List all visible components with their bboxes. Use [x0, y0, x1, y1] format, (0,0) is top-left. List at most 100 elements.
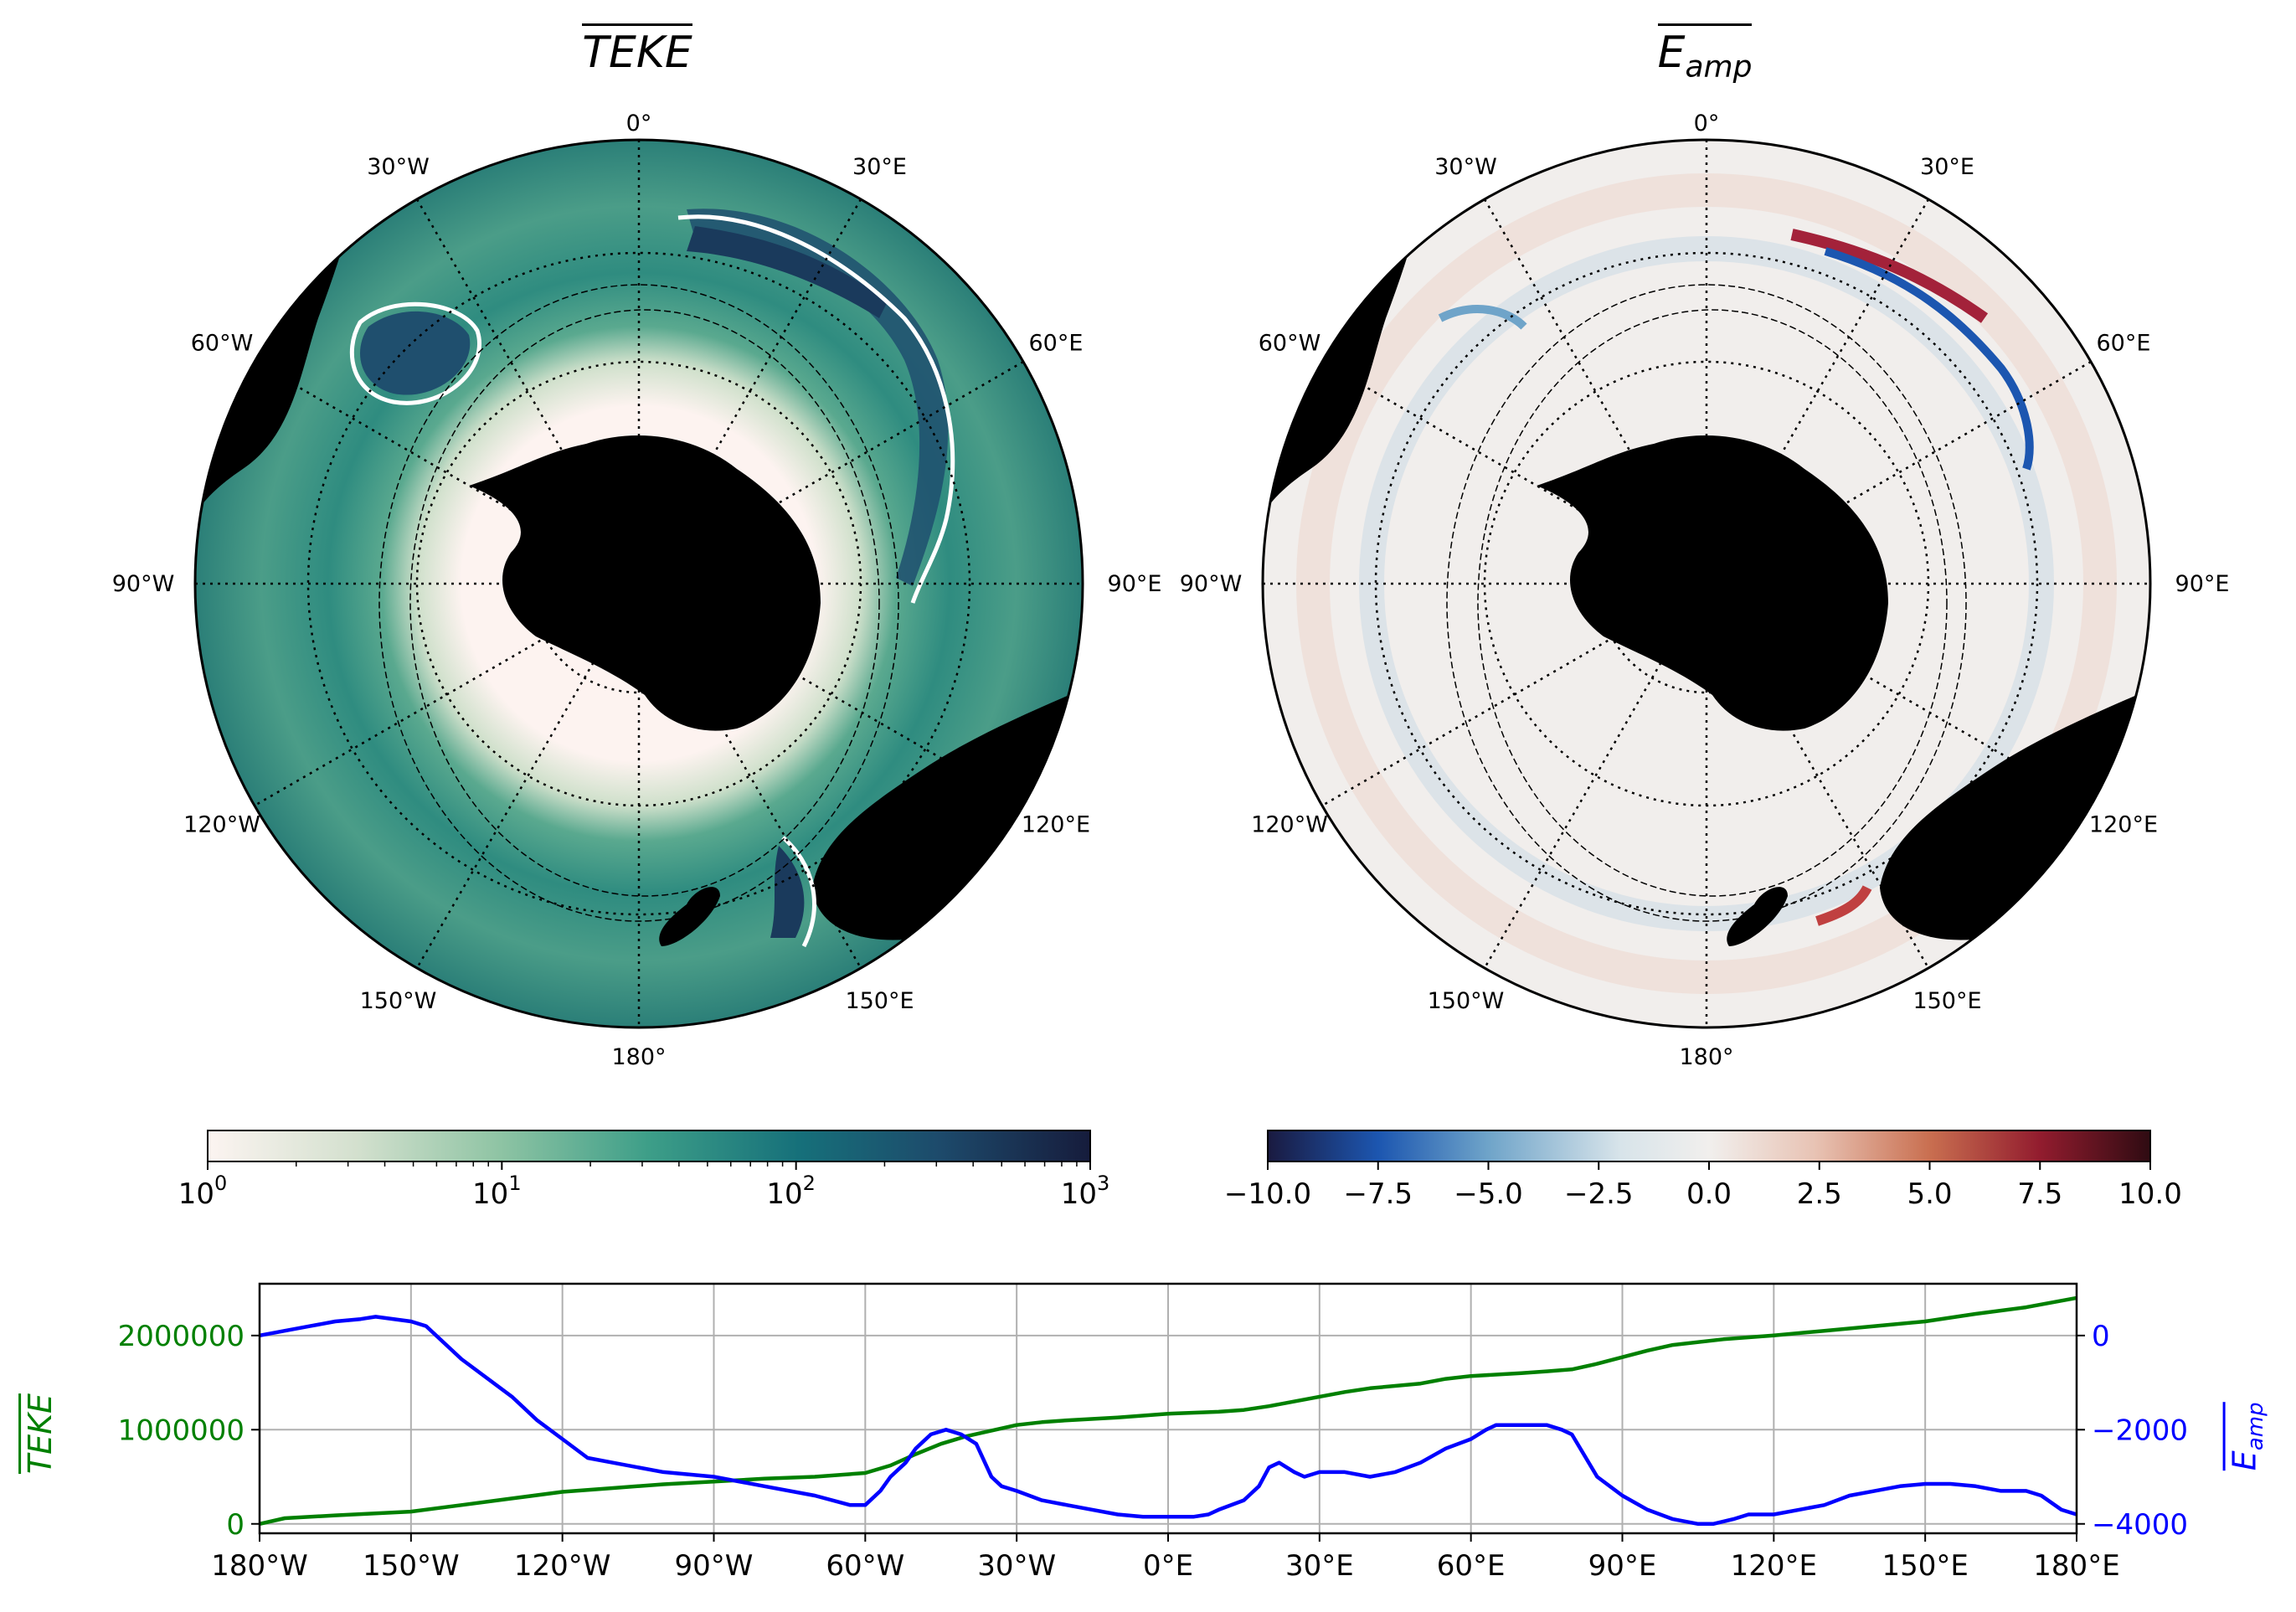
x-tick-label: 120°E — [1731, 1549, 1817, 1583]
eamp-series-line — [259, 1315, 2077, 1527]
line-chart-left-ticks: 0 1000000 2000000 — [118, 1320, 260, 1542]
eamp-map: 0° 30°E 60°E 90°E 120°E 150°E 180° 150°W 120°W 90… — [1180, 111, 2230, 1070]
right-y-tick-label: −2000 — [2092, 1414, 2188, 1447]
zonal-line-chart: 180°W 150°W 120°W 90°W 60°W 30°W 0°E 30°E 60°E 90… — [118, 1282, 2188, 1583]
x-tick-label: 0°E — [1143, 1549, 1193, 1583]
eamp-agulhas-red — [1790, 229, 1989, 323]
eamp-dashed-contours — [1446, 284, 1967, 922]
eamp-lon-label: 150°W — [1428, 988, 1505, 1014]
x-tick-label: 60°W — [826, 1549, 904, 1583]
x-tick-label: 150°W — [363, 1549, 460, 1583]
eamp-cbar-tick-label: 7.5 — [2017, 1177, 2062, 1211]
map-title-eamp-sub: amp — [1685, 49, 1753, 85]
left-y-tick-label: 1000000 — [118, 1414, 245, 1447]
eamp-map-frame — [1261, 138, 2152, 1029]
x-tick-label: 60°E — [1437, 1549, 1506, 1583]
teke-map-frame — [193, 138, 1084, 1029]
teke-lon-label: 180° — [611, 1044, 666, 1070]
teke-graticule — [195, 140, 1083, 1027]
x-tick-label: 180°E — [2033, 1549, 2119, 1583]
eamp-cbar-tick-label: −5.0 — [1454, 1177, 1523, 1211]
x-tick-label: 120°W — [514, 1549, 611, 1583]
line-chart-x-ticks: 180°W 150°W 120°W 90°W 60°W 30°W 0°E 30°E 60°E 90… — [211, 1533, 2120, 1583]
eamp-lon-label: 90°W — [1180, 571, 1243, 597]
eamp-graticule — [1263, 140, 2150, 1027]
right-y-tick-label: 0 — [2092, 1320, 2110, 1353]
teke-contour-agulhas — [677, 214, 955, 604]
teke-cbar-tick-exp: 1 — [508, 1172, 521, 1195]
teke-new-zealand — [659, 887, 720, 946]
eamp-cbar-tick-label: −2.5 — [1564, 1177, 1634, 1211]
teke-lon-label: 150°E — [845, 988, 914, 1014]
eamp-agulhas-blue — [1824, 247, 2034, 471]
teke-colorbar: 100 101 102 103 — [178, 1130, 1110, 1211]
teke-antarctica — [469, 435, 821, 731]
teke-eac-patch — [770, 846, 805, 938]
teke-colorbar-bar — [207, 1130, 1091, 1162]
teke-cbar-tick-label: 102 — [766, 1172, 816, 1211]
teke-cbar-tick-exp: 2 — [803, 1172, 816, 1195]
teke-lon-label: 90°E — [1108, 571, 1162, 597]
map-title-teke: TEKE — [386, 23, 888, 78]
eamp-colorbar-bar — [1267, 1130, 2151, 1162]
teke-cbar-tick-exp: 0 — [214, 1172, 227, 1195]
teke-lon-label: 150°W — [360, 988, 437, 1014]
eamp-lon-label: 30°E — [1920, 154, 1974, 180]
teke-lon-label: 60°W — [191, 331, 254, 357]
teke-lon-label: 30°W — [367, 154, 430, 180]
eamp-antarctica — [1537, 435, 1888, 731]
teke-colorbar-ticks: 100 101 102 103 — [178, 1161, 1110, 1211]
teke-cbar-tick-label: 100 — [178, 1172, 228, 1211]
teke-lon-labels: 0° 30°E 60°E 90°E 120°E 150°E 180° 150°W 120°W 90… — [112, 111, 1162, 1070]
eamp-lon-label: 0° — [1694, 111, 1720, 136]
eamp-eac-red — [1815, 885, 1872, 926]
teke-lon-label: 120°W — [183, 812, 260, 838]
teke-cbar-tick-label: 101 — [472, 1172, 522, 1211]
left-y-tick-label: 0 — [226, 1508, 245, 1542]
eamp-lon-labels: 0° 30°E 60°E 90°E 120°E 150°E 180° 150°W 120°W 90… — [1180, 111, 2230, 1070]
eamp-cbar-tick-label: −7.5 — [1343, 1177, 1413, 1211]
map-title-teke-text: TEKE — [582, 23, 692, 78]
left-y-tick-label: 2000000 — [118, 1320, 245, 1353]
eamp-lon-label: 60°E — [2097, 331, 2151, 357]
teke-map: 0° 30°E 60°E 90°E 120°E 150°E 180° 150°W 120°W 90… — [112, 111, 1162, 1070]
eamp-cbar-tick-label: 2.5 — [1797, 1177, 1842, 1211]
teke-cbar-tick-exp: 3 — [1097, 1172, 1109, 1195]
eamp-lon-label: 150°E — [1912, 988, 1981, 1014]
x-tick-label: 30°E — [1285, 1549, 1354, 1583]
x-tick-label: 150°E — [1882, 1549, 1968, 1583]
teke-lon-label: 90°W — [112, 571, 175, 597]
eamp-colorbar: −10.0 −7.5 −5.0 −2.5 0.0 2.5 5.0 7.5 10.0 — [1224, 1130, 2182, 1211]
eamp-lon-label: 60°W — [1259, 331, 1321, 357]
eamp-new-zealand — [1727, 887, 1788, 946]
x-tick-label: 90°W — [675, 1549, 754, 1583]
teke-dashed-contours — [378, 284, 899, 922]
teke-contour-argentine — [349, 301, 481, 405]
x-tick-label: 30°W — [977, 1549, 1056, 1583]
eamp-cbar-tick-label: 0.0 — [1686, 1177, 1732, 1211]
line-chart-right-ticks: −4000 −2000 0 — [2077, 1320, 2188, 1542]
teke-series-line — [259, 1295, 2077, 1526]
eamp-lon-label: 120°W — [1251, 812, 1328, 838]
teke-lon-label: 120°E — [1022, 812, 1090, 838]
map-title-eamp-text: E — [1657, 28, 1686, 78]
eamp-lon-label: 180° — [1679, 1044, 1733, 1070]
map-title-eamp: Eamp — [1454, 23, 1956, 84]
eamp-lon-label: 30°W — [1434, 154, 1497, 180]
eamp-lon-label: 90°E — [2175, 571, 2230, 597]
teke-lon-label: 60°E — [1029, 331, 1084, 357]
eamp-cbar-tick-label: 10.0 — [2118, 1177, 2182, 1211]
teke-cbar-tick-label: 103 — [1061, 1172, 1110, 1211]
eamp-colorbar-ticks: −10.0 −7.5 −5.0 −2.5 0.0 2.5 5.0 7.5 10.0 — [1224, 1161, 2182, 1211]
x-tick-label: 90°E — [1588, 1549, 1657, 1583]
teke-lon-label: 30°E — [852, 154, 907, 180]
teke-argentine-patch — [360, 311, 471, 395]
teke-lon-label: 0° — [626, 111, 652, 136]
right-y-tick-label: −4000 — [2092, 1508, 2188, 1542]
x-tick-label: 180°W — [211, 1549, 308, 1583]
eamp-cbar-tick-label: 5.0 — [1907, 1177, 1952, 1211]
eamp-lon-label: 120°E — [2089, 812, 2158, 838]
eamp-cbar-tick-label: −10.0 — [1224, 1177, 1311, 1211]
eamp-argentine-blue — [1438, 305, 1527, 330]
